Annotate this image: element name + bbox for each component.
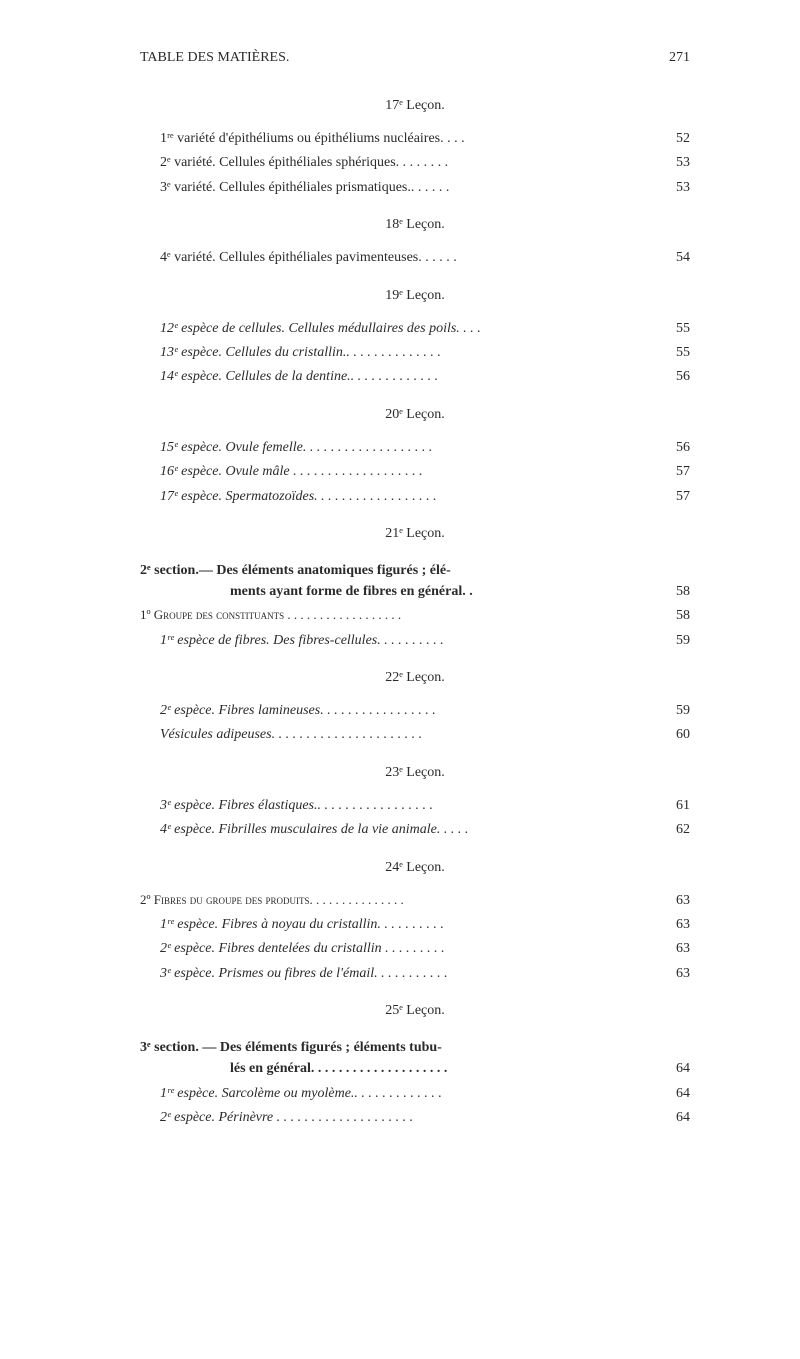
lecon-25-title: 25ᵉ Leçon. (140, 1003, 690, 1019)
entry-text: ments ayant forme de fibres en général. … (140, 581, 650, 603)
toc-entry: 3ᵉ espèce. Prismes ou fibres de l'émail.… (140, 963, 690, 985)
lecon-23-title: 23ᵉ Leçon. (140, 765, 690, 781)
entry-text: 1ʳᵉ espèce. Sarcolème ou myolème.. . . .… (160, 1083, 650, 1105)
entry-text: 1ʳᵉ espèce. Fibres à noyau du cristallin… (160, 914, 650, 936)
entry-page: 58 (660, 605, 690, 627)
entry-page: 60 (660, 724, 690, 746)
entry-page: 64 (660, 1058, 690, 1080)
group-entry: 1º Groupe des constituants . . . . . . .… (140, 605, 690, 627)
toc-entry: 15ᵉ espèce. Ovule femelle. . . . . . . .… (140, 437, 690, 459)
toc-entry: 2ᵉ espèce. Fibres lamineuses. . . . . . … (140, 700, 690, 722)
entry-text: 15ᵉ espèce. Ovule femelle. . . . . . . .… (160, 437, 650, 459)
toc-entry: 2ᵉ variété. Cellules épithéliales sphéri… (140, 152, 690, 174)
section-3-block: 3ᵉ section. — Des éléments figurés ; élé… (140, 1037, 690, 1129)
toc-entry: 17ᵉ espèce. Spermatozoïdes. . . . . . . … (140, 486, 690, 508)
toc-entry: 14ᵉ espèce. Cellules de la dentine.. . .… (140, 366, 690, 388)
entry-text: 1º Groupe des constituants . . . . . . .… (140, 605, 650, 627)
entry-text: 2ᵉ espèce. Fibres dentelées du cristalli… (160, 938, 650, 960)
toc-entry: 3ᵉ variété. Cellules épithéliales prisma… (140, 177, 690, 199)
entry-page: 59 (660, 700, 690, 722)
entry-page: 55 (660, 342, 690, 364)
section-3-header-line2: lés en général. . . . . . . . . . . . . … (140, 1058, 690, 1080)
entry-text: 1ʳᵉ espèce de fibres. Des fibres-cellule… (160, 630, 650, 652)
entry-page: 56 (660, 437, 690, 459)
entry-page: 63 (660, 914, 690, 936)
entry-page: 61 (660, 795, 690, 817)
lecon-19-title: 19ᵉ Leçon. (140, 288, 690, 304)
entry-page: 56 (660, 366, 690, 388)
entry-text: Vésicules adipeuses. . . . . . . . . . .… (160, 724, 650, 746)
entry-text: 2ᵉ espèce. Fibres lamineuses. . . . . . … (160, 700, 650, 722)
entry-text: lés en général. . . . . . . . . . . . . … (140, 1058, 650, 1080)
lecon-22-block: 22ᵉ Leçon. 2ᵉ espèce. Fibres lamineuses.… (140, 670, 690, 747)
group-entry: 2º Fibres du groupe des produits. . . . … (140, 890, 690, 912)
toc-entry: 4ᵉ espèce. Fibrilles musculaires de la v… (140, 819, 690, 841)
entry-page: 59 (660, 630, 690, 652)
entry-page: 57 (660, 486, 690, 508)
lecon-20-title: 20ᵉ Leçon. (140, 407, 690, 423)
entry-text: 3ᵉ espèce. Fibres élastiques.. . . . . .… (160, 795, 650, 817)
toc-entry: 1ʳᵉ espèce de fibres. Des fibres-cellule… (140, 630, 690, 652)
entry-page: 53 (660, 177, 690, 199)
lecon-21-block: 21ᵉ Leçon. (140, 526, 690, 542)
entry-text: 2ᵉ variété. Cellules épithéliales sphéri… (160, 152, 650, 174)
toc-entry: Vésicules adipeuses. . . . . . . . . . .… (140, 724, 690, 746)
section-2-block: 2ᵉ section.— Des éléments anatomiques fi… (140, 560, 690, 652)
toc-entry: 4ᵉ variété. Cellules épithéliales pavime… (140, 247, 690, 269)
section-2-header-line1: 2ᵉ section.— Des éléments anatomiques fi… (140, 560, 690, 581)
toc-entry: 2ᵉ espèce. Périnèvre . . . . . . . . . .… (140, 1107, 690, 1129)
entry-page: 55 (660, 318, 690, 340)
entry-page: 53 (660, 152, 690, 174)
entry-text: 14ᵉ espèce. Cellules de la dentine.. . .… (160, 366, 650, 388)
header-title: TABLE DES MATIÈRES. (140, 50, 289, 66)
entry-text: 17ᵉ espèce. Spermatozoïdes. . . . . . . … (160, 486, 650, 508)
lecon-18-block: 18ᵉ Leçon. 4ᵉ variété. Cellules épithéli… (140, 217, 690, 269)
entry-text: 1ʳᵉ variété d'épithéliums ou épithéliums… (160, 128, 650, 150)
entry-page: 62 (660, 819, 690, 841)
entry-page: 64 (660, 1107, 690, 1129)
entry-page: 63 (660, 963, 690, 985)
lecon-20-block: 20ᵉ Leçon. 15ᵉ espèce. Ovule femelle. . … (140, 407, 690, 508)
section-3-header-line1: 3ᵉ section. — Des éléments figurés ; élé… (140, 1037, 690, 1058)
lecon-18-title: 18ᵉ Leçon. (140, 217, 690, 233)
lecon-22-title: 22ᵉ Leçon. (140, 670, 690, 686)
toc-entry: 1ʳᵉ espèce. Sarcolème ou myolème.. . . .… (140, 1083, 690, 1105)
toc-entry: 12ᵉ espèce de cellules. Cellules médulla… (140, 318, 690, 340)
toc-entry: 3ᵉ espèce. Fibres élastiques.. . . . . .… (140, 795, 690, 817)
lecon-19-block: 19ᵉ Leçon. 12ᵉ espèce de cellules. Cellu… (140, 288, 690, 389)
lecon-24-block: 24ᵉ Leçon. 2º Fibres du groupe des produ… (140, 860, 690, 986)
entry-text: 3ᵉ espèce. Prismes ou fibres de l'émail.… (160, 963, 650, 985)
toc-entry: 2ᵉ espèce. Fibres dentelées du cristalli… (140, 938, 690, 960)
entry-page: 64 (660, 1083, 690, 1105)
section-2-header-line2: ments ayant forme de fibres en général. … (140, 581, 690, 603)
toc-entry: 13ᵉ espèce. Cellules du cristallin.. . .… (140, 342, 690, 364)
entry-page: 54 (660, 247, 690, 269)
page-header: TABLE DES MATIÈRES. 271 (140, 50, 690, 66)
toc-entry: 16ᵉ espèce. Ovule mâle . . . . . . . . .… (140, 461, 690, 483)
entry-text: 4ᵉ espèce. Fibrilles musculaires de la v… (160, 819, 650, 841)
toc-entry: 1ʳᵉ variété d'épithéliums ou épithéliums… (140, 128, 690, 150)
entry-text: 12ᵉ espèce de cellules. Cellules médulla… (160, 318, 650, 340)
entry-text: 4ᵉ variété. Cellules épithéliales pavime… (160, 247, 650, 269)
lecon-17-block: 17ᵉ Leçon. 1ʳᵉ variété d'épithéliums ou … (140, 98, 690, 199)
entry-text: 16ᵉ espèce. Ovule mâle . . . . . . . . .… (160, 461, 650, 483)
entry-text: 3ᵉ variété. Cellules épithéliales prisma… (160, 177, 650, 199)
entry-text: 2º Fibres du groupe des produits. . . . … (140, 890, 650, 912)
entry-page: 52 (660, 128, 690, 150)
entry-page: 63 (660, 938, 690, 960)
entry-page: 58 (660, 581, 690, 603)
lecon-23-block: 23ᵉ Leçon. 3ᵉ espèce. Fibres élastiques.… (140, 765, 690, 842)
entry-text: 13ᵉ espèce. Cellules du cristallin.. . .… (160, 342, 650, 364)
toc-entry: 1ʳᵉ espèce. Fibres à noyau du cristallin… (140, 914, 690, 936)
lecon-17-title: 17ᵉ Leçon. (140, 98, 690, 114)
page-number: 271 (669, 50, 690, 66)
lecon-25-block: 25ᵉ Leçon. (140, 1003, 690, 1019)
lecon-21-title: 21ᵉ Leçon. (140, 526, 690, 542)
lecon-24-title: 24ᵉ Leçon. (140, 860, 690, 876)
entry-text: 2ᵉ espèce. Périnèvre . . . . . . . . . .… (160, 1107, 650, 1129)
entry-page: 63 (660, 890, 690, 912)
entry-page: 57 (660, 461, 690, 483)
